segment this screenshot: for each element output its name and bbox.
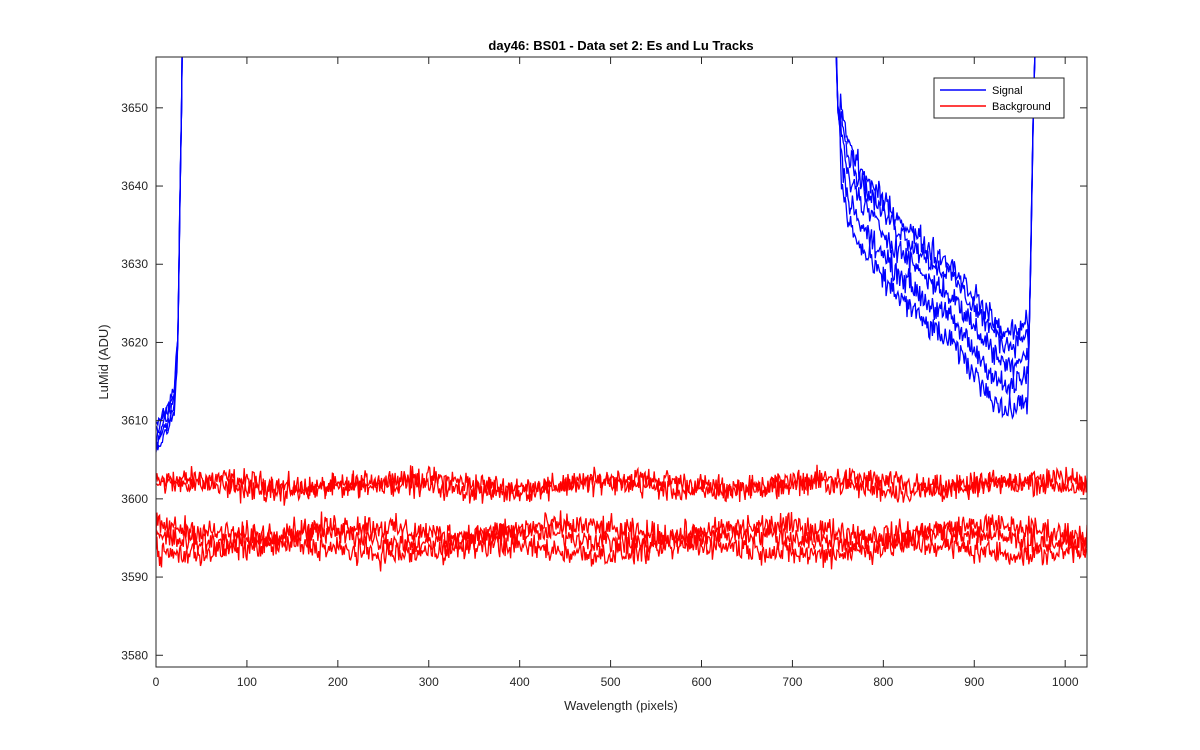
- axes-layer: 0 100 200 300 400 500 600 700 800 900 1000 3580 3590…: [121, 57, 1087, 689]
- background-trace: [156, 464, 1087, 503]
- legend-background-label: Background: [992, 101, 1051, 113]
- x-tick-label: 400: [510, 675, 530, 689]
- y-tick-label: 3580: [121, 648, 148, 662]
- x-tick-label: 700: [782, 675, 802, 689]
- y-tick-label: 3600: [121, 492, 148, 506]
- x-axis-label: Wavelength (pixels): [564, 698, 678, 713]
- plot-frame: [155, 56, 1088, 668]
- x-tick-label: 1000: [1052, 675, 1079, 689]
- x-tick-label: 800: [873, 675, 893, 689]
- x-tick-label: 100: [237, 675, 257, 689]
- y-tick-label: 3610: [121, 414, 148, 428]
- x-tick-label: 200: [328, 675, 348, 689]
- x-tick-label: 900: [964, 675, 984, 689]
- y-tick-label: 3590: [121, 570, 148, 584]
- x-tick-label: 0: [153, 675, 160, 689]
- y-axis-label: LuMid (ADU): [96, 324, 111, 399]
- background-trace: [156, 531, 1087, 572]
- x-tick-label: 300: [419, 675, 439, 689]
- x-tick-label: 600: [691, 675, 711, 689]
- chart-title: day46: BS01 - Data set 2: Es and Lu Trac…: [488, 38, 753, 53]
- y-tick-label: 3640: [121, 179, 148, 193]
- series-layer: [156, 57, 1087, 572]
- signal-trace: [835, 57, 1036, 420]
- legend: Signal Background: [933, 77, 1065, 119]
- legend-signal-label: Signal: [992, 85, 1023, 97]
- y-tick-label: 3620: [121, 335, 148, 349]
- background-trace: [156, 469, 1087, 506]
- signal-trace: [835, 57, 1036, 397]
- y-tick-label: 3630: [121, 257, 148, 271]
- signal-trace: [835, 57, 1036, 378]
- y-tick-label: 3650: [121, 101, 148, 115]
- x-tick-label: 500: [601, 675, 621, 689]
- legend-box: [933, 77, 1065, 119]
- plot-area: [156, 57, 1087, 667]
- signal-trace: [835, 57, 1036, 348]
